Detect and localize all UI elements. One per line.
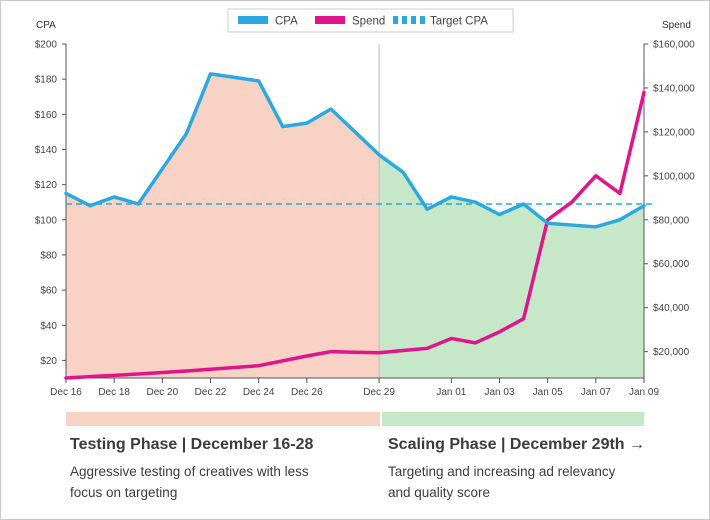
x-tick-label: Dec 26 bbox=[291, 387, 323, 398]
left-tick-label: $60 bbox=[40, 286, 57, 297]
testing-phase-description: Aggressive testing of creatives with les… bbox=[70, 464, 309, 500]
testing-phase-title: Testing Phase | December 16-28 bbox=[70, 436, 314, 453]
legend-swatch-target-cpa bbox=[420, 16, 425, 24]
right-tick-label: $120,000 bbox=[653, 127, 695, 138]
legend-swatch-spend bbox=[315, 16, 345, 24]
left-tick-label: $140 bbox=[35, 145, 58, 156]
legend-swatch-target-cpa bbox=[393, 16, 398, 24]
right-tick-label: $80,000 bbox=[653, 215, 690, 226]
testing-phase-bar bbox=[66, 412, 380, 426]
left-tick-label: $40 bbox=[40, 321, 57, 332]
spend-line bbox=[64, 90, 646, 380]
legend-label-spend: Spend bbox=[352, 16, 385, 28]
x-tick-label: Jan 05 bbox=[533, 387, 563, 398]
x-tick-label: Jan 01 bbox=[436, 387, 466, 398]
right-tick-label: $160,000 bbox=[653, 40, 695, 51]
legend-swatch-cpa bbox=[238, 16, 268, 24]
legend-label-cpa: CPA bbox=[275, 16, 298, 28]
right-tick-label: $20,000 bbox=[653, 347, 690, 358]
x-tick-label: Dec 18 bbox=[98, 387, 130, 398]
right-axis-title: Spend bbox=[662, 20, 691, 31]
scaling-phase-bar bbox=[382, 412, 644, 426]
x-tick-label: Jan 09 bbox=[629, 387, 659, 398]
cpa-spend-chart: $20 $40 $60 $80 $100 $120 $140 $160 $180 $200 $20,… bbox=[35, 8, 695, 398]
x-tick-label: Dec 29 bbox=[363, 387, 395, 398]
testing-phase-area bbox=[66, 73, 380, 378]
right-tick-label: $40,000 bbox=[653, 303, 690, 314]
cpa-line bbox=[64, 72, 646, 229]
left-tick-label: $160 bbox=[35, 110, 58, 121]
left-tick-label: $180 bbox=[35, 75, 58, 86]
right-tick-label: $100,000 bbox=[653, 171, 695, 182]
left-tick-label: $100 bbox=[35, 215, 58, 226]
legend-label-target-cpa: Target CPA bbox=[430, 16, 488, 28]
legend-box bbox=[227, 8, 514, 33]
scaling-phase-description: Targeting and increasing ad relevancy an… bbox=[388, 464, 616, 500]
left-tick-label: $80 bbox=[40, 250, 57, 261]
scaling-phase-area bbox=[379, 154, 644, 378]
right-tick-label: $140,000 bbox=[653, 83, 695, 94]
x-tick-label: Jan 07 bbox=[581, 387, 611, 398]
right-tick-label: $60,000 bbox=[653, 259, 690, 270]
x-tick-label: Dec 22 bbox=[195, 387, 227, 398]
x-tick-label: Dec 20 bbox=[146, 387, 178, 398]
legend-swatch-target-cpa bbox=[402, 16, 407, 24]
x-tick-label: Dec 16 bbox=[50, 387, 82, 398]
legend-swatch-target-cpa bbox=[411, 16, 416, 24]
x-tick-label: Jan 03 bbox=[484, 387, 514, 398]
left-tick-label: $120 bbox=[35, 180, 58, 191]
scaling-phase-title: Scaling Phase | December 29th → bbox=[388, 436, 646, 453]
x-tick-label: Dec 24 bbox=[243, 387, 275, 398]
left-tick-label: $20 bbox=[40, 356, 57, 367]
left-axis-title: CPA bbox=[36, 20, 56, 31]
left-tick-label: $200 bbox=[35, 40, 58, 51]
